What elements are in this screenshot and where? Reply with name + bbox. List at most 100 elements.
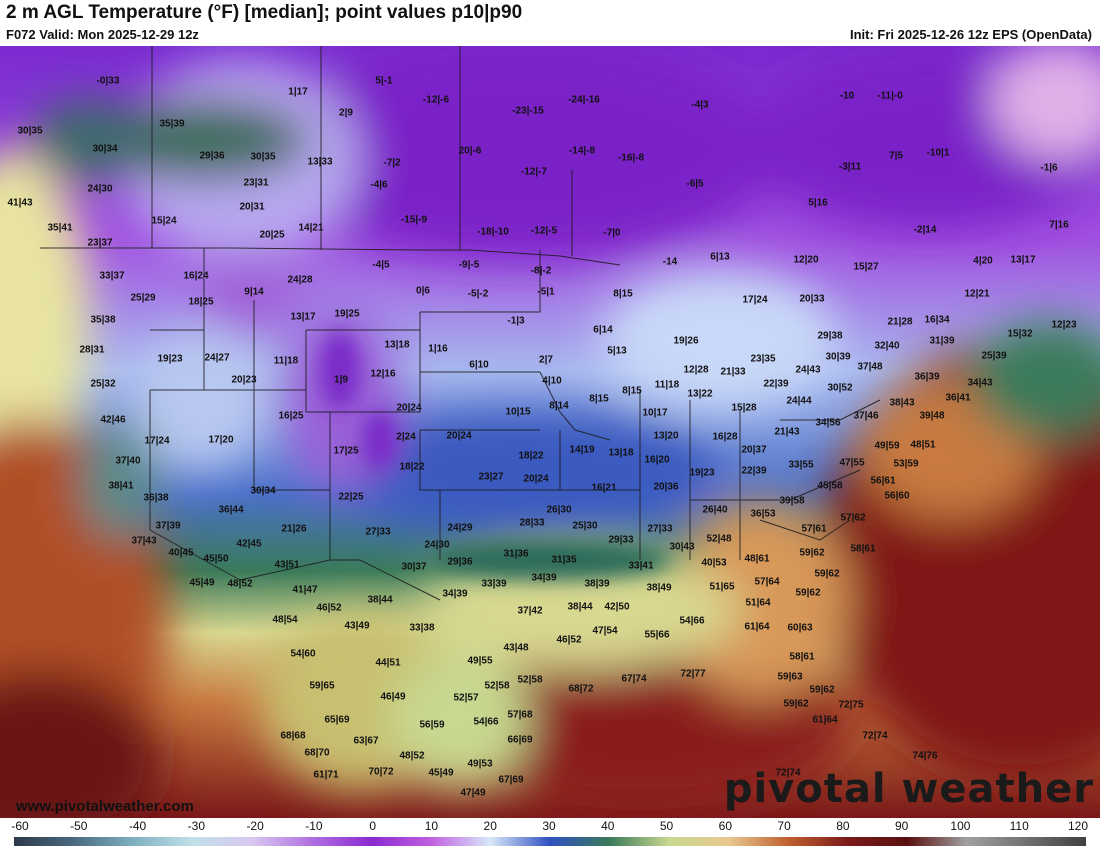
point-value-label: 34|56 — [815, 417, 841, 429]
point-value-label: 49|53 — [467, 758, 493, 770]
point-value-label: 45|50 — [203, 553, 229, 565]
point-value-label: -0|33 — [96, 75, 120, 87]
point-value-label: 45|58 — [817, 480, 843, 492]
point-value-label: 46|52 — [556, 634, 582, 646]
point-value-label: 36|44 — [218, 504, 244, 516]
point-value-label: 49|59 — [874, 440, 900, 452]
point-value-label: 16|24 — [183, 270, 209, 282]
point-value-label: 52|57 — [453, 692, 479, 704]
point-value-label: 67|74 — [621, 673, 647, 685]
point-value-label: 12|23 — [1051, 319, 1077, 331]
point-value-label: -14|-8 — [568, 145, 596, 157]
point-value-label: 43|48 — [503, 642, 529, 654]
point-value-label: 45|49 — [189, 577, 215, 589]
point-value-label: 42|45 — [236, 538, 262, 550]
point-value-label: 68|70 — [304, 747, 330, 759]
colorbar-tick-label: -40 — [128, 819, 147, 833]
point-value-label: 48|51 — [910, 439, 936, 451]
point-value-label: 30|34 — [92, 143, 118, 155]
point-value-label: 25|32 — [90, 378, 116, 390]
point-value-label: 38|44 — [567, 601, 593, 613]
point-value-label: 26|30 — [546, 504, 572, 516]
point-value-label: 11|18 — [654, 379, 680, 391]
point-value-label: 16|20 — [644, 454, 670, 466]
point-value-label: -4|3 — [691, 99, 709, 111]
point-value-label: 29|36 — [199, 150, 225, 162]
point-value-label: 4|10 — [542, 375, 562, 387]
point-value-label: 1|16 — [428, 343, 448, 355]
point-value-label: 47|54 — [592, 625, 618, 637]
point-value-label: 24|30 — [87, 183, 113, 195]
point-value-label: 17|24 — [742, 294, 768, 306]
point-value-label: 59|62 — [795, 587, 821, 599]
point-value-label: 54|66 — [473, 716, 499, 728]
point-value-label: 37|42 — [517, 605, 543, 617]
point-value-label: 51|65 — [709, 581, 735, 593]
point-value-label: 14|21 — [298, 222, 324, 234]
point-value-label: 31|36 — [503, 548, 529, 560]
point-value-label: 20|33 — [799, 293, 825, 305]
point-value-label: 30|39 — [825, 351, 851, 363]
point-value-label: 59|65 — [309, 680, 335, 692]
point-value-label: -4|6 — [370, 179, 388, 191]
point-value-label: 52|48 — [706, 533, 732, 545]
point-value-label: 39|48 — [919, 410, 945, 422]
point-value-label: -5|1 — [537, 286, 555, 298]
point-value-label: 15|28 — [731, 402, 757, 414]
point-value-label: 59|62 — [783, 698, 809, 710]
website-watermark: www.pivotalweather.com — [16, 798, 194, 815]
point-value-label: 11|18 — [273, 355, 299, 367]
point-value-label: 21|43 — [774, 426, 800, 438]
point-value-label: -9|-5 — [458, 259, 480, 271]
point-value-label: 38|39 — [584, 578, 610, 590]
point-value-label: 20|36 — [653, 481, 679, 493]
point-value-label: -8|-2 — [530, 265, 552, 277]
point-value-label: 24|28 — [287, 274, 313, 286]
point-value-label: 33|55 — [788, 459, 814, 471]
point-value-label: 57|64 — [754, 576, 780, 588]
point-value-label: 24|43 — [795, 364, 821, 376]
colorbar-tick-label: 50 — [659, 819, 674, 833]
point-value-label: 30|34 — [250, 485, 276, 497]
point-value-label: 20|24 — [523, 473, 549, 485]
point-value-label: 20|25 — [259, 229, 285, 241]
point-value-label: 21|33 — [720, 366, 746, 378]
point-value-label: 35|41 — [47, 222, 73, 234]
point-value-label: 47|55 — [839, 457, 865, 469]
point-value-label: 13|33 — [307, 156, 333, 168]
point-value-label: 52|58 — [484, 680, 510, 692]
point-value-label: 48|52 — [399, 750, 425, 762]
point-value-label: -15|-9 — [400, 214, 428, 226]
point-value-label: 31|35 — [551, 554, 577, 566]
point-value-label: -1|3 — [507, 315, 525, 327]
point-value-label: 19|23 — [157, 353, 183, 365]
point-value-label: 37|40 — [115, 455, 141, 467]
point-value-label: 6|10 — [469, 359, 489, 371]
point-value-label: -1|6 — [1040, 162, 1058, 174]
point-value-label: 37|43 — [131, 535, 157, 547]
point-value-label: 13|18 — [608, 447, 634, 459]
point-value-label: 23|35 — [750, 353, 776, 365]
point-value-label: 66|69 — [507, 734, 533, 746]
colorbar-tick-label: -30 — [187, 819, 205, 833]
point-value-label: -10|1 — [926, 147, 950, 159]
point-value-label: 59|62 — [809, 684, 835, 696]
point-value-label: 33|37 — [99, 270, 125, 282]
point-value-label: -6|5 — [686, 178, 704, 190]
point-value-label: 5|16 — [808, 197, 828, 209]
point-value-label: 61|64 — [812, 714, 838, 726]
point-value-label: 39|58 — [779, 495, 805, 507]
point-value-label: 26|40 — [702, 504, 728, 516]
point-value-label: 17|24 — [144, 435, 170, 447]
point-value-label: 56|60 — [884, 490, 910, 502]
point-value-label: 6|14 — [593, 324, 613, 336]
point-value-label: 57|68 — [507, 709, 533, 721]
valid-time: F072 Valid: Mon 2025-12-29 12z — [6, 27, 199, 42]
point-value-label: 15|24 — [151, 215, 177, 227]
point-value-label: 12|20 — [793, 254, 819, 266]
colorbar-tick-label: -60 — [11, 819, 29, 833]
point-value-label: 34|39 — [531, 572, 557, 584]
point-value-label: 47|49 — [460, 787, 486, 799]
point-value-label: 28|31 — [79, 344, 105, 356]
point-value-label: 13|18 — [384, 339, 410, 351]
